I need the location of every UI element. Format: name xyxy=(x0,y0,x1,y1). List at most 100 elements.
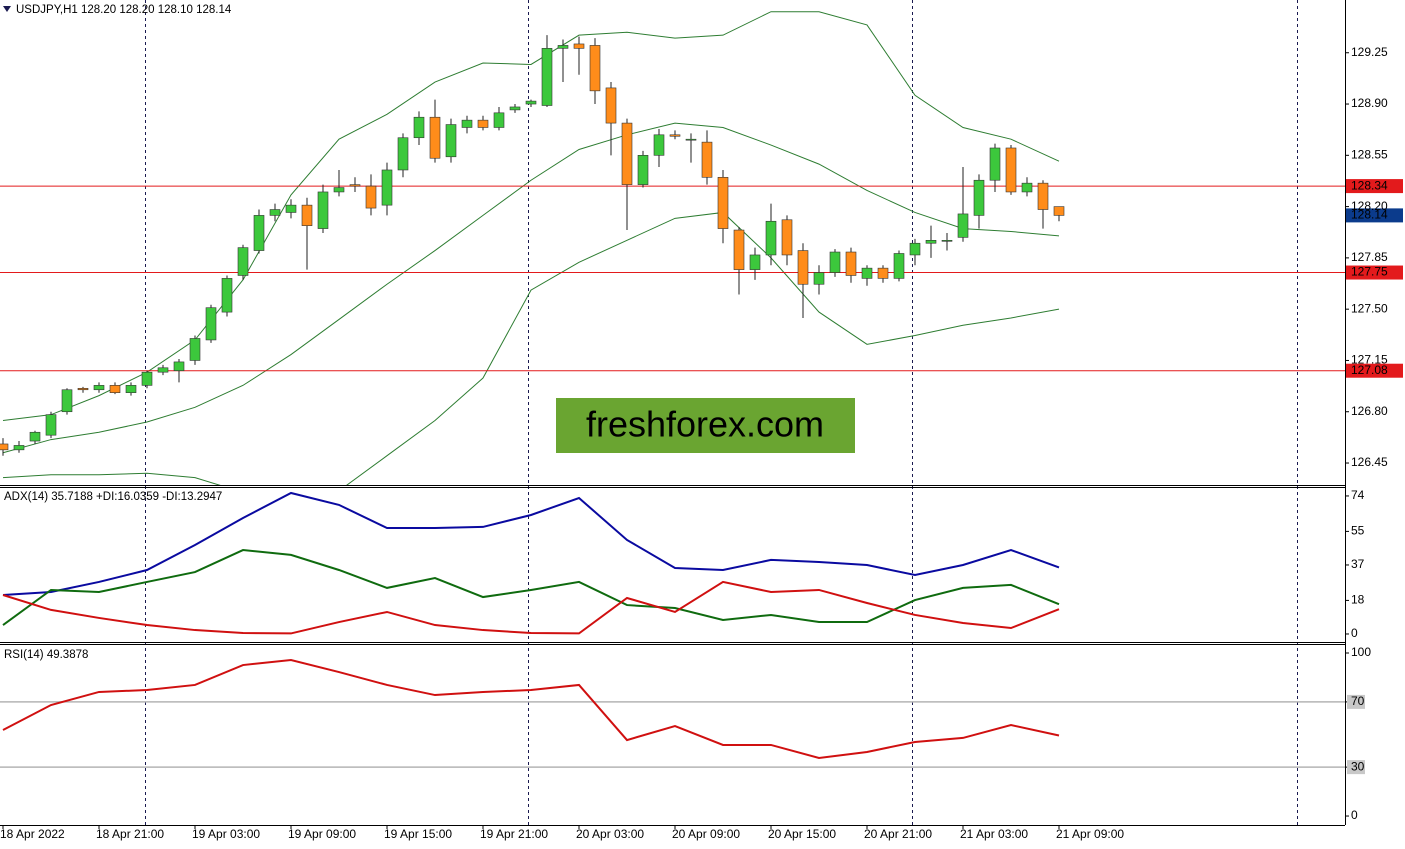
candle-body xyxy=(797,250,809,285)
candle-body xyxy=(733,229,745,270)
candle-body xyxy=(429,116,441,159)
candle-body xyxy=(269,209,281,216)
candle-body xyxy=(141,371,153,386)
candle-body xyxy=(973,179,985,216)
y-tick-label: 127.15 xyxy=(1351,353,1388,367)
y-tick-label: 74 xyxy=(1351,488,1365,502)
watermark-box xyxy=(556,398,855,453)
y-tick-label: 129.25 xyxy=(1351,45,1388,59)
candle-body xyxy=(557,45,569,49)
indicator-line xyxy=(2,549,1060,626)
candle-body xyxy=(13,445,25,451)
x-tick-label: 19 Apr 15:00 xyxy=(384,827,452,841)
candle-body xyxy=(301,204,313,226)
watermark-text: freshforex.com xyxy=(586,404,824,445)
candle-body xyxy=(237,247,249,276)
candle-body xyxy=(1037,182,1049,210)
candle-body xyxy=(29,431,41,442)
price-label: 127.75 xyxy=(1351,265,1388,279)
candle-body xyxy=(605,87,617,124)
candle-body xyxy=(781,219,793,256)
candle-body xyxy=(589,45,601,92)
y-tick-label: 0 xyxy=(1351,626,1358,640)
candle-body xyxy=(989,147,1001,181)
candle-body xyxy=(125,385,137,393)
x-tick-label: 20 Apr 09:00 xyxy=(672,827,740,841)
indicator-line xyxy=(2,491,1060,596)
candle-body xyxy=(717,176,729,229)
x-tick-label: 20 Apr 03:00 xyxy=(576,827,644,841)
y-tick-label: 128.90 xyxy=(1351,96,1388,110)
x-tick-label: 20 Apr 21:00 xyxy=(864,827,932,841)
candle-body xyxy=(477,119,489,128)
y-tick-label: 126.80 xyxy=(1351,404,1388,418)
indicator-line xyxy=(2,658,1060,760)
candle-body xyxy=(317,191,329,229)
candle-body xyxy=(541,48,553,106)
rsi-panel xyxy=(0,658,1345,768)
candle-body xyxy=(365,185,377,209)
candle-body xyxy=(1053,206,1065,216)
candle-body xyxy=(205,307,217,341)
price-label-bg xyxy=(1346,265,1403,280)
x-tick-label: 19 Apr 21:00 xyxy=(480,827,548,841)
candle-body xyxy=(909,242,921,256)
price-panel: freshforex.com xyxy=(0,11,1345,485)
candle-body xyxy=(349,184,361,187)
candle-body xyxy=(621,122,633,185)
x-tick-label: 19 Apr 09:00 xyxy=(288,827,356,841)
price-label: 127.08 xyxy=(1351,363,1388,377)
x-tick-label: 18 Apr 2022 xyxy=(0,827,65,841)
candle-body xyxy=(445,124,457,158)
last-price-bg xyxy=(1346,208,1403,223)
x-tick-label: 20 Apr 15:00 xyxy=(768,827,836,841)
level-label-bg xyxy=(1347,694,1365,709)
candle-body xyxy=(61,389,73,413)
candle-body xyxy=(93,385,105,391)
candle-body xyxy=(845,251,857,276)
candle-body xyxy=(45,414,57,436)
candle-body xyxy=(157,367,169,373)
candle-body xyxy=(77,387,89,391)
y-tick-label: 70 xyxy=(1351,694,1365,708)
candle-body xyxy=(1005,147,1017,193)
y-tick-label: 127.85 xyxy=(1351,250,1388,264)
panel-title: ADX(14) 35.7188 +DI:16.0359 -DI:13.2947 xyxy=(4,491,222,503)
candle-body xyxy=(413,116,425,139)
candle-body xyxy=(877,267,889,279)
x-tick-label: 19 Apr 03:00 xyxy=(192,827,260,841)
menu-arrow[interactable] xyxy=(3,6,11,12)
bollinger-band xyxy=(2,122,1060,454)
candle-body xyxy=(925,240,937,244)
panel-borders xyxy=(0,0,1346,826)
candle-body xyxy=(893,253,905,279)
candle-body xyxy=(653,134,665,156)
y-tick-label: 55 xyxy=(1351,524,1365,538)
x-tick-label: 21 Apr 03:00 xyxy=(960,827,1028,841)
y-tick-label: 37 xyxy=(1351,557,1365,571)
y-tick-label: 100 xyxy=(1351,645,1371,659)
candle-body xyxy=(509,106,521,111)
panel-title: USDJPY,H1 128.20 128.20 128.10 128.14 xyxy=(16,4,232,16)
x-tick-label: 18 Apr 21:00 xyxy=(96,827,164,841)
last-price-label: 128.14 xyxy=(1351,208,1388,222)
x-tick-label: 21 Apr 09:00 xyxy=(1056,827,1124,841)
candle-body xyxy=(765,220,777,256)
candle-body xyxy=(957,213,969,238)
candle-body xyxy=(829,251,841,273)
candle-body xyxy=(0,443,9,451)
y-tick-label: 0 xyxy=(1351,808,1358,822)
candle-body xyxy=(701,141,713,178)
candle-body xyxy=(861,267,873,279)
candle-body xyxy=(941,240,953,242)
candle-body xyxy=(685,138,697,141)
y-tick-label: 128.20 xyxy=(1351,199,1388,213)
price-label-bg xyxy=(1346,363,1403,378)
candle-body xyxy=(813,272,825,285)
candle-body xyxy=(333,187,345,193)
candle-body xyxy=(381,169,393,206)
candle-body xyxy=(285,204,297,213)
indicator-line xyxy=(2,580,1060,635)
candle-body xyxy=(573,43,585,49)
